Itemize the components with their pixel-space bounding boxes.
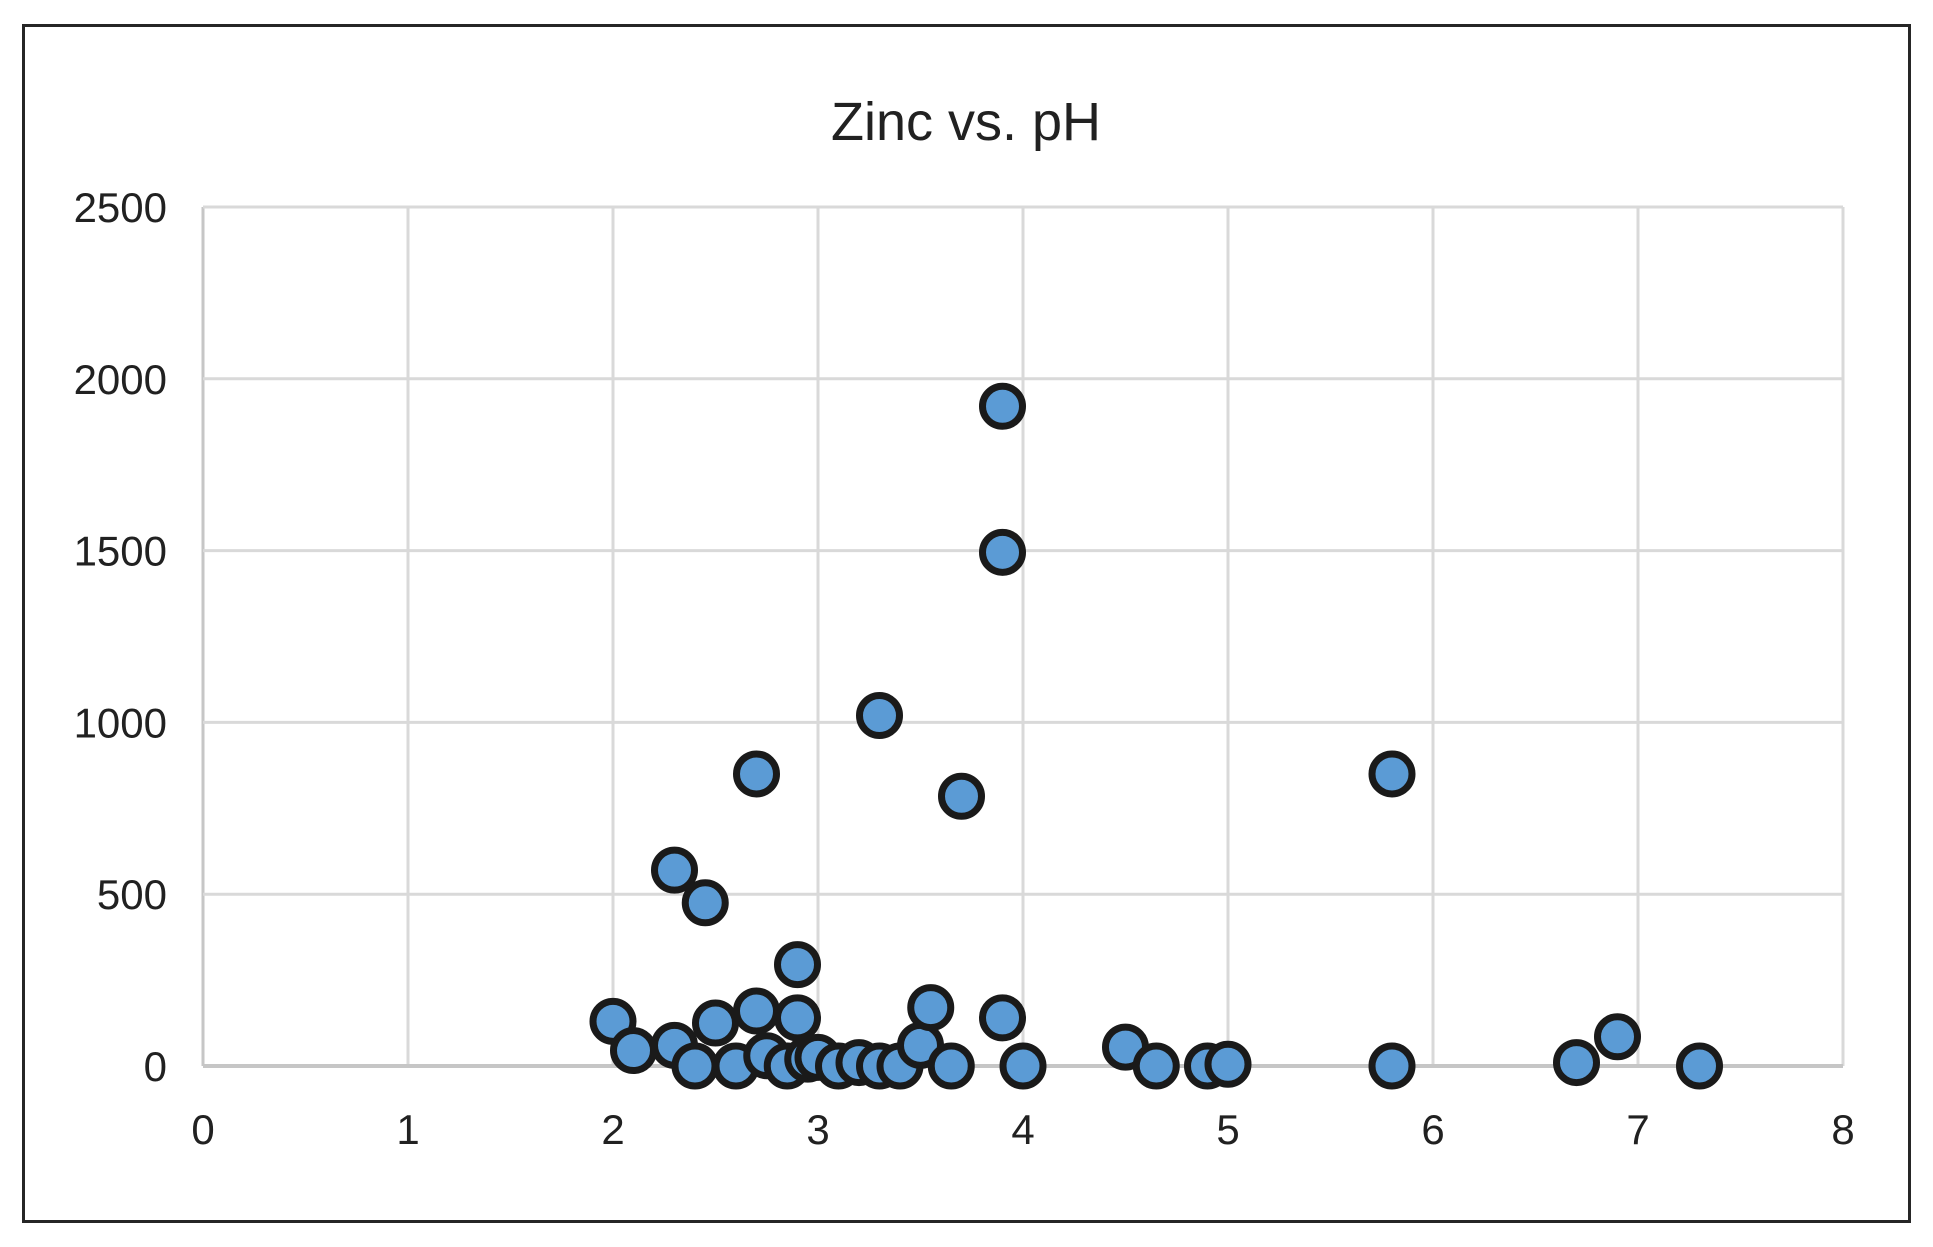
data-point[interactable] [979, 528, 1026, 576]
data-point[interactable] [927, 1042, 975, 1090]
x-tick-label: 2 [601, 1106, 624, 1153]
data-point[interactable] [907, 984, 955, 1032]
y-axis-tick-labels: 0 500 1000 1500 2000 2500 [74, 184, 167, 1090]
x-tick-label: 8 [1831, 1106, 1854, 1153]
y-tick-label: 0 [144, 1043, 167, 1090]
data-point[interactable] [1368, 1042, 1416, 1090]
x-tick-label: 0 [191, 1106, 214, 1153]
data-point[interactable] [681, 879, 729, 927]
y-tick-label: 1500 [74, 528, 167, 575]
data-point[interactable] [733, 987, 780, 1035]
data-point[interactable] [1594, 1013, 1641, 1061]
data-point[interactable] [1368, 750, 1416, 798]
data-point[interactable] [856, 692, 903, 740]
x-tick-label: 4 [1011, 1106, 1034, 1153]
data-point[interactable] [999, 1042, 1047, 1090]
data-point[interactable] [1553, 1039, 1600, 1087]
x-tick-label: 1 [396, 1106, 419, 1153]
data-point[interactable] [671, 1042, 719, 1090]
x-tick-label: 3 [806, 1106, 829, 1153]
data-point[interactable] [979, 994, 1026, 1042]
data-point[interactable] [979, 382, 1026, 430]
data-point[interactable] [938, 772, 985, 820]
data-point[interactable] [1204, 1040, 1252, 1088]
data-point[interactable] [774, 994, 821, 1042]
gridlines [201, 205, 1845, 1068]
data-point[interactable] [651, 846, 698, 894]
x-tick-label: 7 [1626, 1106, 1649, 1153]
x-axis-tick-labels: 0 1 2 3 4 5 6 7 8 [191, 1106, 1854, 1153]
data-point[interactable] [1132, 1042, 1180, 1090]
chart-title: Zinc vs. pH [831, 92, 1101, 152]
data-points [589, 382, 1723, 1090]
data-point[interactable] [692, 999, 739, 1047]
y-tick-label: 500 [97, 871, 167, 918]
data-point[interactable] [733, 750, 780, 798]
data-point[interactable] [610, 1027, 657, 1075]
data-point[interactable] [774, 941, 821, 989]
y-tick-label: 2500 [74, 184, 167, 231]
y-tick-label: 2000 [74, 356, 167, 403]
data-point[interactable] [1676, 1042, 1723, 1090]
y-tick-label: 1000 [74, 699, 167, 746]
x-tick-label: 6 [1421, 1106, 1444, 1153]
chart-frame [22, 24, 1911, 1223]
x-tick-label: 5 [1216, 1106, 1239, 1153]
